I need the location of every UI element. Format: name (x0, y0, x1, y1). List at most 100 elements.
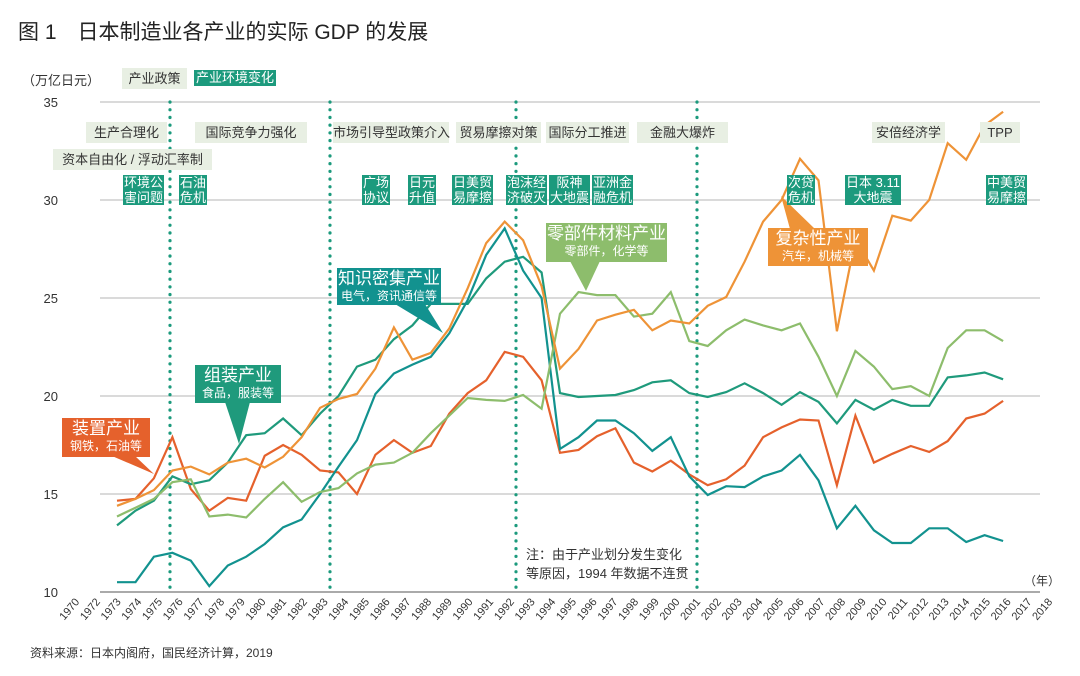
environment-label: 阪神 大地震 (549, 175, 591, 205)
policy-label: 国际分工推进 (546, 122, 629, 143)
environment-label: 石油 危机 (179, 175, 208, 205)
callout-pointer (395, 304, 443, 333)
environment-label: 中美贸 易摩擦 (986, 175, 1028, 205)
environment-label: 日美贸 易摩擦 (452, 175, 494, 205)
x-tick-label: 1980 (244, 596, 269, 622)
x-tick-label: 2014 (947, 596, 972, 622)
y-tick-label: 35 (44, 95, 58, 110)
x-tick-label: 1994 (533, 596, 558, 622)
environment-label: 日本 3.11 大地震 (845, 175, 901, 205)
note-line: 等原因，1994 年数据不连贯 (526, 566, 689, 581)
x-tick-label: 1996 (575, 596, 600, 622)
x-tick-label: 1992 (492, 596, 517, 622)
x-tick-label: 1982 (285, 596, 310, 622)
x-tick-label: 1981 (264, 596, 289, 622)
x-tick-label: 1973 (99, 596, 124, 622)
x-tick-label: 2015 (968, 596, 993, 622)
x-tick-label: 1984 (326, 596, 351, 622)
y-tick-label: 30 (44, 193, 58, 208)
x-tick-label: 1983 (306, 596, 331, 622)
x-tick-label: 2017 (1010, 596, 1035, 622)
series-lines (116, 110, 1004, 588)
x-tick-label: 2004 (740, 596, 765, 622)
x-tick-label: 1995 (554, 596, 579, 622)
y-tick-label: 20 (44, 389, 58, 404)
legend-environment: 产业环境变化 (194, 70, 277, 86)
series-line-装置产业 (116, 350, 1004, 513)
policy-label: 市场引导型政策介入 (333, 122, 450, 143)
callout-knowledge-industry: 知识密集产业 电气，资讯通信等 (337, 268, 441, 305)
x-tick-label: 1972 (78, 596, 103, 622)
callout-pointers (112, 196, 815, 474)
x-tick-label: 1987 (389, 596, 414, 622)
policy-label: 贸易摩擦对策 (456, 122, 541, 143)
x-tick-label: 2001 (678, 596, 703, 622)
series-line-组装产业 (116, 255, 1004, 527)
callout-equipment-industry: 装置产业 钢铁，石油等 (62, 418, 150, 457)
x-tick-label: 1998 (616, 596, 641, 622)
x-tick-label: 2013 (927, 596, 952, 622)
x-tick-label: 1977 (182, 596, 207, 622)
x-tick-label: 2002 (699, 596, 724, 622)
policy-label: 金融大爆炸 (637, 122, 728, 143)
x-tick-label: 2007 (803, 596, 828, 622)
data-note: 注：由于产业划分发生变化 等原因，1994 年数据不连贯 (526, 545, 689, 583)
x-tick-label: 2000 (658, 596, 683, 622)
chart-title: 图 1 日本制造业各产业的实际 GDP 的发展 (18, 21, 429, 44)
x-tick-label: 2003 (720, 596, 745, 622)
x-tick-label: 1976 (161, 596, 186, 622)
x-tick-label: 1993 (513, 596, 538, 622)
x-tick-label: 1999 (637, 596, 662, 622)
callout-parts-materials-industry: 零部件材料产业 零部件，化学等 (546, 223, 667, 262)
x-tick-label: 1990 (451, 596, 476, 622)
policy-label: 生产合理化 (86, 122, 167, 143)
environment-label: 泡沫经 济破灭 (506, 175, 548, 205)
callout-pointer (112, 456, 154, 474)
x-tick-labels: 1970197219731974197519761977197819791980… (57, 596, 1055, 622)
callout-pointer (570, 261, 600, 291)
policy-label: 资本自由化 / 浮动汇率制 (53, 149, 212, 170)
x-tick-label: 2009 (844, 596, 869, 622)
y-axis-unit: （万亿日元） (22, 73, 101, 88)
environment-label: 广场 协议 (362, 175, 391, 205)
x-tick-label: 2016 (989, 596, 1014, 622)
x-tick-label: 2018 (1030, 596, 1055, 622)
series-line-知识密集产业 (117, 226, 1004, 588)
x-tick-label: 1988 (409, 596, 434, 622)
x-tick-label: 2011 (886, 596, 910, 622)
note-line: 注：由于产业划分发生变化 (526, 547, 683, 562)
y-tick-label: 25 (44, 291, 58, 306)
y-tick-labels: 10 15 20 25 30 35 (44, 95, 58, 600)
x-tick-label: 1970 (57, 596, 82, 622)
x-tick-label: 2008 (823, 596, 848, 622)
environment-label: 环境公 害问题 (123, 175, 165, 205)
period-dividers (168, 100, 699, 594)
callout-pointer (225, 402, 250, 444)
callout-assembly-industry: 组装产业 食品，服装等 (195, 365, 281, 403)
policy-label: TPP (980, 122, 1020, 143)
x-tick-label: 1985 (347, 596, 372, 622)
x-tick-label: 1975 (140, 596, 165, 622)
x-tick-label: 1989 (430, 596, 455, 622)
x-tick-label: 1997 (596, 596, 621, 622)
x-tick-label: 2012 (906, 596, 931, 622)
environment-label: 日元 升值 (408, 175, 437, 205)
x-tick-label: 1978 (202, 596, 227, 622)
x-axis-unit: （年） (1024, 574, 1061, 588)
environment-label: 亚洲金 融危机 (592, 175, 634, 205)
legend-policy: 产业政策 (122, 68, 187, 89)
y-tick-label: 10 (44, 585, 58, 600)
x-tick-label: 1979 (223, 596, 248, 622)
environment-label: 次贷 危机 (787, 175, 816, 205)
policy-label: 安倍经济学 (872, 122, 945, 143)
x-tick-label: 1991 (471, 596, 496, 622)
series-line-零部件材料产业 (116, 289, 1004, 519)
y-tick-label: 15 (44, 487, 58, 502)
policy-label: 国际竞争力强化 (195, 122, 307, 143)
source-note: 资料来源：日本内阁府，国民经济计算，2019 (30, 646, 273, 660)
x-tick-label: 1986 (368, 596, 393, 622)
x-tick-label: 2005 (761, 596, 786, 622)
callout-complex-industry: 复杂性产业 汽车，机械等 (768, 228, 868, 266)
x-tick-label: 2006 (782, 596, 807, 622)
